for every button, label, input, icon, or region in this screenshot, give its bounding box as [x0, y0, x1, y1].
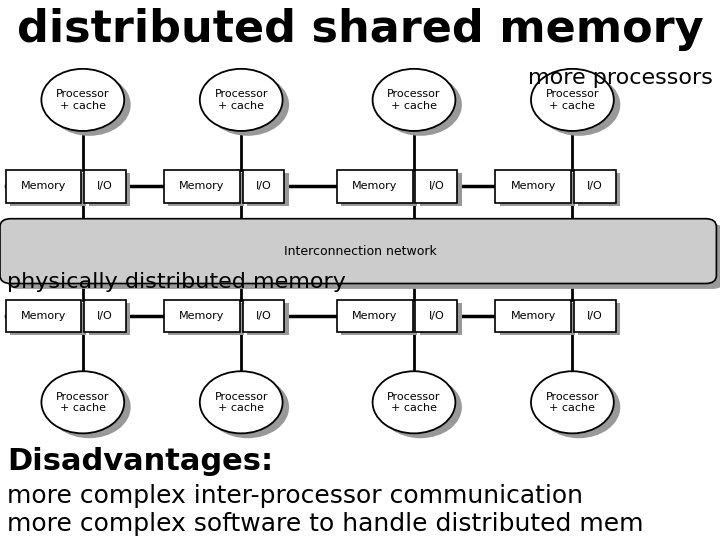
Text: Memory: Memory [179, 311, 225, 321]
Text: I/O: I/O [428, 181, 444, 191]
Text: Memory: Memory [179, 181, 225, 191]
FancyBboxPatch shape [168, 303, 244, 335]
FancyBboxPatch shape [164, 170, 240, 202]
Text: more complex inter-processor communication: more complex inter-processor communicati… [7, 484, 583, 508]
FancyBboxPatch shape [89, 173, 130, 206]
Text: I/O: I/O [97, 311, 113, 321]
Text: Memory: Memory [352, 311, 397, 321]
Ellipse shape [42, 69, 124, 131]
Ellipse shape [42, 372, 124, 433]
Ellipse shape [48, 376, 131, 438]
FancyBboxPatch shape [578, 303, 620, 335]
Ellipse shape [207, 74, 289, 136]
Text: I/O: I/O [97, 181, 113, 191]
Text: Memory: Memory [21, 181, 66, 191]
Text: Processor
+ cache: Processor + cache [56, 89, 109, 111]
FancyBboxPatch shape [500, 303, 575, 335]
FancyBboxPatch shape [495, 300, 571, 332]
Text: physically distributed memory: physically distributed memory [7, 272, 346, 292]
Text: Processor
+ cache: Processor + cache [387, 392, 441, 413]
FancyBboxPatch shape [337, 300, 413, 332]
FancyBboxPatch shape [415, 170, 457, 202]
Ellipse shape [379, 74, 462, 136]
Text: I/O: I/O [256, 181, 271, 191]
Text: Processor
+ cache: Processor + cache [56, 392, 109, 413]
Text: Memory: Memory [510, 311, 556, 321]
FancyBboxPatch shape [164, 300, 240, 332]
Ellipse shape [531, 372, 613, 433]
FancyBboxPatch shape [415, 300, 457, 332]
Text: Memory: Memory [352, 181, 397, 191]
FancyBboxPatch shape [84, 170, 126, 202]
Ellipse shape [372, 69, 455, 131]
Text: Processor
+ cache: Processor + cache [215, 392, 268, 413]
FancyBboxPatch shape [243, 170, 284, 202]
Ellipse shape [199, 69, 283, 131]
Text: Processor
+ cache: Processor + cache [387, 89, 441, 111]
Ellipse shape [537, 376, 621, 438]
Text: I/O: I/O [587, 181, 603, 191]
Text: more processors: more processors [528, 68, 713, 89]
FancyBboxPatch shape [10, 173, 86, 206]
FancyBboxPatch shape [84, 300, 126, 332]
FancyBboxPatch shape [7, 224, 720, 289]
Text: I/O: I/O [256, 311, 271, 321]
FancyBboxPatch shape [168, 173, 244, 206]
Text: Processor
+ cache: Processor + cache [546, 392, 599, 413]
FancyBboxPatch shape [337, 170, 413, 202]
FancyBboxPatch shape [341, 303, 417, 335]
Ellipse shape [48, 74, 131, 136]
Text: I/O: I/O [587, 311, 603, 321]
FancyBboxPatch shape [574, 300, 616, 332]
FancyBboxPatch shape [574, 170, 616, 202]
FancyBboxPatch shape [495, 170, 571, 202]
FancyBboxPatch shape [247, 173, 289, 206]
Ellipse shape [531, 69, 613, 131]
FancyBboxPatch shape [89, 303, 130, 335]
FancyBboxPatch shape [6, 300, 81, 332]
FancyBboxPatch shape [578, 173, 620, 206]
FancyBboxPatch shape [6, 170, 81, 202]
FancyBboxPatch shape [10, 303, 86, 335]
Text: more complex software to handle distributed mem: more complex software to handle distribu… [7, 512, 644, 536]
Text: distributed shared memory: distributed shared memory [17, 8, 703, 51]
Text: Memory: Memory [510, 181, 556, 191]
FancyBboxPatch shape [247, 303, 289, 335]
FancyBboxPatch shape [420, 173, 462, 206]
Text: I/O: I/O [428, 311, 444, 321]
Ellipse shape [372, 372, 455, 433]
Text: Interconnection network: Interconnection network [284, 245, 436, 258]
Text: Disadvantages:: Disadvantages: [7, 447, 274, 476]
FancyBboxPatch shape [0, 219, 716, 284]
Ellipse shape [379, 376, 462, 438]
Text: Processor
+ cache: Processor + cache [546, 89, 599, 111]
Ellipse shape [537, 74, 621, 136]
Text: Memory: Memory [21, 311, 66, 321]
FancyBboxPatch shape [420, 303, 462, 335]
FancyBboxPatch shape [243, 300, 284, 332]
Ellipse shape [199, 372, 283, 433]
Ellipse shape [207, 376, 289, 438]
FancyBboxPatch shape [341, 173, 417, 206]
Text: Processor
+ cache: Processor + cache [215, 89, 268, 111]
FancyBboxPatch shape [500, 173, 575, 206]
